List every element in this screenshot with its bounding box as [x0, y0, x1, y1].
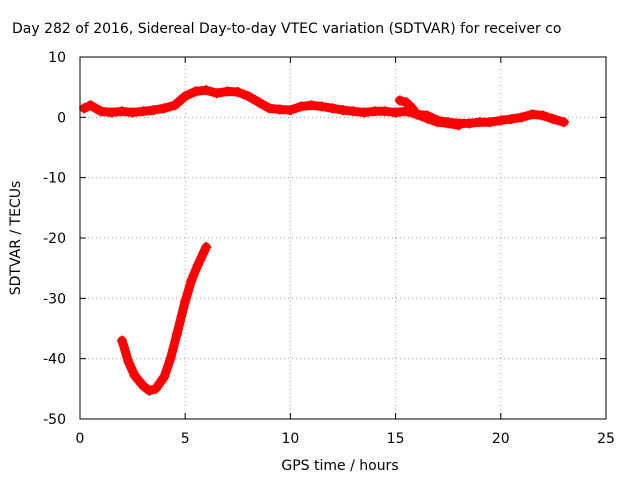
y-tick-label: -50 — [43, 412, 66, 428]
data-point — [169, 100, 180, 111]
data-point — [180, 91, 191, 102]
data-point — [443, 118, 454, 129]
series-0 — [79, 85, 569, 129]
data-point — [201, 242, 212, 253]
data-point — [159, 103, 170, 114]
data-point — [274, 104, 285, 115]
data-point — [127, 107, 138, 118]
y-axis-label: SDTVAR / TECUs — [8, 181, 24, 296]
x-tick-label: 10 — [281, 431, 299, 447]
data-layer — [79, 85, 569, 396]
x-axis-label: GPS time / hours — [281, 458, 398, 474]
data-point — [150, 383, 161, 394]
data-point — [148, 105, 159, 116]
data-point — [165, 353, 176, 364]
y-tick-label: 10 — [48, 50, 66, 66]
data-point — [422, 113, 433, 124]
data-point — [96, 106, 107, 117]
data-point — [407, 103, 418, 114]
data-point — [211, 88, 222, 99]
data-point — [411, 109, 422, 120]
series-1 — [394, 95, 464, 131]
data-point — [380, 106, 391, 117]
data-point — [144, 385, 155, 396]
data-point — [186, 275, 197, 286]
data-point — [558, 117, 569, 128]
data-point — [253, 97, 264, 108]
data-point — [117, 335, 128, 346]
y-tick-label: 0 — [57, 110, 66, 126]
data-point — [390, 107, 401, 118]
series-2 — [117, 242, 212, 396]
data-point — [232, 86, 243, 97]
data-point — [264, 103, 275, 114]
y-tick-label: -40 — [43, 352, 66, 368]
data-point — [401, 97, 412, 108]
chart-title: Day 282 of 2016, Sidereal Day-to-day VTE… — [12, 21, 561, 37]
data-point — [327, 103, 338, 114]
data-point — [506, 114, 517, 125]
data-point — [516, 112, 527, 123]
data-point — [369, 106, 380, 117]
y-tick-label: -30 — [43, 291, 66, 307]
data-point — [464, 118, 475, 129]
data-point — [485, 117, 496, 128]
data-point — [548, 114, 559, 125]
data-point — [394, 95, 405, 106]
data-point — [495, 115, 506, 126]
data-point — [190, 86, 201, 97]
data-point — [138, 106, 149, 117]
x-tick-label: 25 — [597, 431, 615, 447]
x-tick-label: 20 — [492, 431, 510, 447]
data-point — [192, 260, 203, 271]
data-point — [338, 105, 348, 116]
series-trace — [117, 242, 211, 396]
data-point — [171, 329, 182, 340]
data-point — [106, 107, 117, 118]
data-point — [432, 117, 443, 128]
y-tick-label: -10 — [43, 171, 66, 187]
data-point — [453, 120, 464, 131]
data-point — [348, 106, 359, 117]
x-tick-label: 5 — [181, 431, 190, 447]
data-point — [222, 86, 233, 97]
data-point — [79, 103, 90, 114]
y-tick-label: -20 — [43, 231, 66, 247]
data-point — [123, 356, 134, 367]
data-point — [537, 110, 548, 121]
data-point — [295, 101, 306, 112]
data-point — [359, 107, 370, 118]
data-point — [129, 370, 140, 381]
data-point — [285, 105, 296, 116]
x-tick-label: 15 — [387, 431, 405, 447]
axis-layer: 0 5 10 15 20 25 -50 -40 -30 -20 -10 0 10 — [43, 50, 615, 447]
data-point — [474, 117, 485, 128]
data-point — [85, 100, 96, 111]
data-point — [316, 101, 327, 112]
x-tick-label: 0 — [76, 431, 85, 447]
data-point — [527, 109, 538, 120]
data-point — [306, 100, 317, 111]
data-point — [180, 296, 191, 307]
data-point — [117, 106, 128, 117]
data-point — [159, 371, 170, 382]
plot-frame — [79, 56, 607, 420]
data-point — [243, 91, 254, 102]
data-point — [138, 380, 149, 391]
data-point — [201, 85, 212, 96]
